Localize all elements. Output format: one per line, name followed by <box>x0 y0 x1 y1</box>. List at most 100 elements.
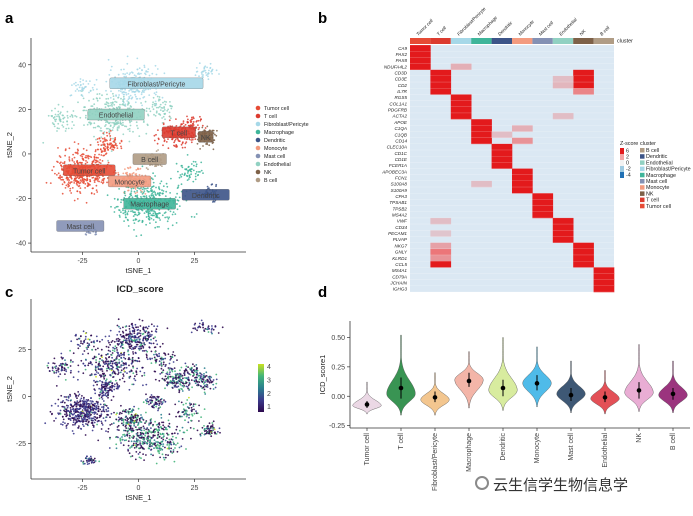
c-point <box>129 332 132 334</box>
c-point <box>172 376 175 378</box>
c-point <box>55 385 58 387</box>
a-point-monocyte <box>134 192 137 195</box>
a-point-tumor-cell <box>76 190 79 193</box>
d-violin-dendritic <box>488 337 518 411</box>
c-point <box>77 370 80 373</box>
c-point <box>184 377 186 379</box>
c-point <box>76 409 78 412</box>
c-point <box>174 370 176 373</box>
a-point-endothelial <box>165 101 168 103</box>
a-point-endothelial <box>105 101 108 103</box>
c-point <box>172 449 175 451</box>
c-point <box>192 405 195 407</box>
a-point-macrophage <box>152 219 155 221</box>
c-point <box>221 326 224 329</box>
c-point <box>130 362 133 365</box>
a-point-endothelial <box>170 107 173 110</box>
c-point <box>76 417 79 420</box>
d-violin-t-cell <box>386 334 416 416</box>
c-point <box>143 372 146 374</box>
a-point-tumor-cell <box>101 160 104 162</box>
c-point <box>98 387 101 390</box>
c-point <box>67 399 70 402</box>
a-point-t-cell <box>187 124 190 127</box>
a-point-tumor-cell <box>104 145 107 148</box>
c-point <box>47 362 50 364</box>
c-point <box>96 413 99 415</box>
a-point-tumor-cell <box>111 144 113 147</box>
c-point <box>149 396 152 398</box>
c-point <box>117 318 120 321</box>
a-point-fibroblast-pericyte <box>218 73 220 75</box>
c-point <box>112 360 114 363</box>
a-point-macrophage <box>130 210 132 213</box>
c-point <box>157 433 160 436</box>
c-point <box>114 383 116 386</box>
a-point-endothelial <box>107 102 110 105</box>
b-cell-secondary <box>552 75 574 83</box>
b-cluster-legend-label: Macrophage <box>646 173 676 179</box>
a-point-macrophage <box>124 213 127 216</box>
c-point <box>155 401 157 404</box>
a-point-endothelial <box>154 104 156 107</box>
b-gene-label: RGS5 <box>394 95 407 100</box>
c-point <box>164 352 166 355</box>
c-point <box>169 380 172 382</box>
c-point <box>133 377 136 380</box>
c-point <box>162 357 165 360</box>
c-point <box>149 342 151 344</box>
a-point-tumor-cell <box>94 153 96 156</box>
a-point-tumor-cell <box>82 178 84 180</box>
c-point <box>126 434 129 437</box>
c-point <box>110 423 113 425</box>
c-point <box>157 431 160 434</box>
c-point <box>78 337 81 340</box>
a-point-tumor-cell <box>106 181 108 184</box>
c-point <box>210 432 213 435</box>
b-column-label: Monocyte <box>517 19 535 37</box>
c-point <box>113 372 116 375</box>
c-point <box>197 384 200 387</box>
a-point-fibroblast-pericyte <box>201 70 204 73</box>
a-point-macrophage <box>167 217 170 220</box>
c-point <box>64 422 66 424</box>
c-point <box>72 417 75 420</box>
a-legend-swatch-mast-cell <box>255 153 261 159</box>
c-point <box>130 429 133 431</box>
d-median-dot <box>398 385 404 391</box>
c-point <box>210 331 213 333</box>
c-point <box>193 365 196 367</box>
a-point-tumor-cell <box>95 156 98 159</box>
c-point <box>128 328 131 330</box>
c-point <box>125 339 128 342</box>
c-point <box>161 371 164 374</box>
c-point <box>101 398 104 400</box>
a-point-macrophage <box>152 212 155 215</box>
a-point-endothelial <box>105 98 108 100</box>
a-point-macrophage <box>133 190 136 193</box>
b-column-label: Endothelial <box>558 16 578 36</box>
c-point <box>92 417 95 420</box>
c-point <box>83 341 86 344</box>
c-point <box>139 442 142 444</box>
c-point <box>203 330 206 332</box>
a-point-macrophage <box>176 199 179 202</box>
a-point-macrophage <box>123 220 125 223</box>
c-point <box>210 381 213 383</box>
a-point-endothelial <box>57 110 60 113</box>
c-point <box>138 447 140 450</box>
c-point <box>88 414 91 416</box>
a-cluster-label-box <box>63 164 116 176</box>
a-point-macrophage <box>178 176 181 179</box>
a-point-macrophage <box>195 171 198 173</box>
c-point <box>115 361 117 364</box>
a-point-fibroblast-pericyte <box>207 75 209 78</box>
b-cell-marker <box>573 261 594 268</box>
a-point-t-cell <box>179 125 182 127</box>
c-point <box>146 398 149 400</box>
a-point-tumor-cell <box>68 158 71 161</box>
a-point-fibroblast-pericyte <box>202 74 205 76</box>
c-point <box>89 400 92 402</box>
a-point-fibroblast-pericyte <box>206 66 209 69</box>
c-point <box>104 392 107 395</box>
